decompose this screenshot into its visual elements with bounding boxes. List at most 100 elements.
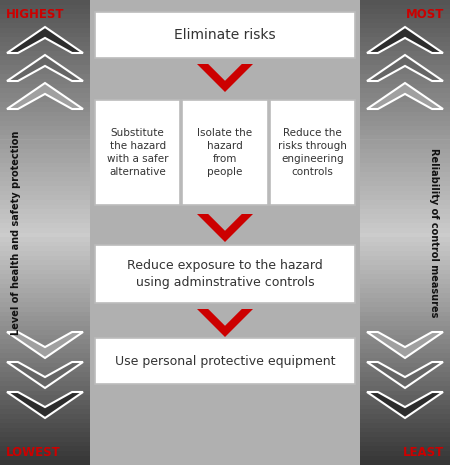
Bar [0, 0, 90, 5]
Text: Eliminate risks: Eliminate risks [174, 28, 276, 42]
Bar [360, 130, 450, 135]
Bar [360, 298, 450, 302]
Bar [0, 181, 90, 186]
Bar [0, 116, 90, 121]
Bar [0, 51, 90, 56]
Bar [360, 242, 450, 246]
Bar [360, 423, 450, 428]
Bar [360, 93, 450, 98]
Bar [360, 307, 450, 312]
Polygon shape [197, 214, 253, 242]
Bar [0, 405, 90, 409]
Bar [0, 456, 90, 460]
Bar [360, 223, 450, 228]
Bar [0, 242, 90, 246]
Bar [0, 219, 90, 223]
Bar [0, 88, 90, 93]
Bar [360, 70, 450, 74]
Bar [0, 205, 90, 209]
Bar [0, 298, 90, 302]
Bar [360, 381, 450, 386]
Bar [0, 288, 90, 293]
Bar [360, 177, 450, 181]
Bar [360, 9, 450, 14]
FancyBboxPatch shape [95, 12, 355, 58]
Bar [360, 418, 450, 423]
Bar [0, 381, 90, 386]
Bar [0, 423, 90, 428]
Bar [0, 293, 90, 298]
Bar [0, 42, 90, 47]
Bar [0, 140, 90, 144]
Bar [360, 451, 450, 456]
Bar [360, 326, 450, 330]
Bar [360, 265, 450, 270]
Bar [0, 326, 90, 330]
Bar [0, 28, 90, 33]
Bar [0, 126, 90, 130]
Bar [0, 14, 90, 19]
Bar [0, 270, 90, 274]
Bar [360, 353, 450, 358]
Bar [360, 456, 450, 460]
Bar [0, 428, 90, 432]
Text: Use personal protective equipment: Use personal protective equipment [115, 354, 335, 367]
Bar [0, 377, 90, 381]
Bar [360, 181, 450, 186]
Bar [0, 237, 90, 242]
Bar [360, 251, 450, 256]
Bar [360, 256, 450, 260]
Bar [360, 107, 450, 112]
Text: Reliability of control measures: Reliability of control measures [429, 148, 439, 317]
Bar [0, 391, 90, 395]
Bar [0, 228, 90, 232]
Bar [0, 400, 90, 405]
Bar [0, 209, 90, 214]
Bar [360, 116, 450, 121]
Polygon shape [367, 83, 443, 109]
Bar [360, 437, 450, 442]
Bar [0, 451, 90, 456]
Bar [0, 33, 90, 37]
Bar [360, 321, 450, 325]
Bar [360, 37, 450, 42]
Bar [360, 84, 450, 88]
Bar [360, 288, 450, 293]
Bar [0, 232, 90, 237]
FancyBboxPatch shape [270, 100, 355, 205]
Bar [0, 70, 90, 74]
Bar [0, 5, 90, 9]
Text: Reduce the
risks through
engineering
controls: Reduce the risks through engineering con… [278, 128, 347, 177]
Text: Level of health and safety protection: Level of health and safety protection [11, 130, 21, 335]
Bar [0, 158, 90, 163]
Polygon shape [7, 27, 83, 53]
Text: HIGHEST: HIGHEST [6, 8, 64, 21]
Polygon shape [367, 392, 443, 418]
Bar [360, 293, 450, 298]
Bar [0, 335, 90, 339]
Bar [360, 260, 450, 265]
Bar [0, 167, 90, 172]
Bar [360, 219, 450, 223]
Bar [360, 367, 450, 372]
Bar [0, 432, 90, 437]
Bar [0, 414, 90, 418]
Bar [0, 102, 90, 107]
Bar [0, 46, 90, 51]
Bar [360, 65, 450, 70]
Polygon shape [7, 55, 83, 81]
Bar [0, 316, 90, 321]
Bar [360, 232, 450, 237]
Bar [0, 195, 90, 200]
Bar [0, 107, 90, 112]
Bar [360, 46, 450, 51]
Bar [0, 74, 90, 79]
Polygon shape [367, 362, 443, 388]
Bar [0, 214, 90, 219]
Bar [360, 149, 450, 153]
Bar [0, 363, 90, 367]
Bar [360, 312, 450, 316]
Bar [360, 33, 450, 37]
Bar [0, 84, 90, 88]
Bar [0, 223, 90, 228]
